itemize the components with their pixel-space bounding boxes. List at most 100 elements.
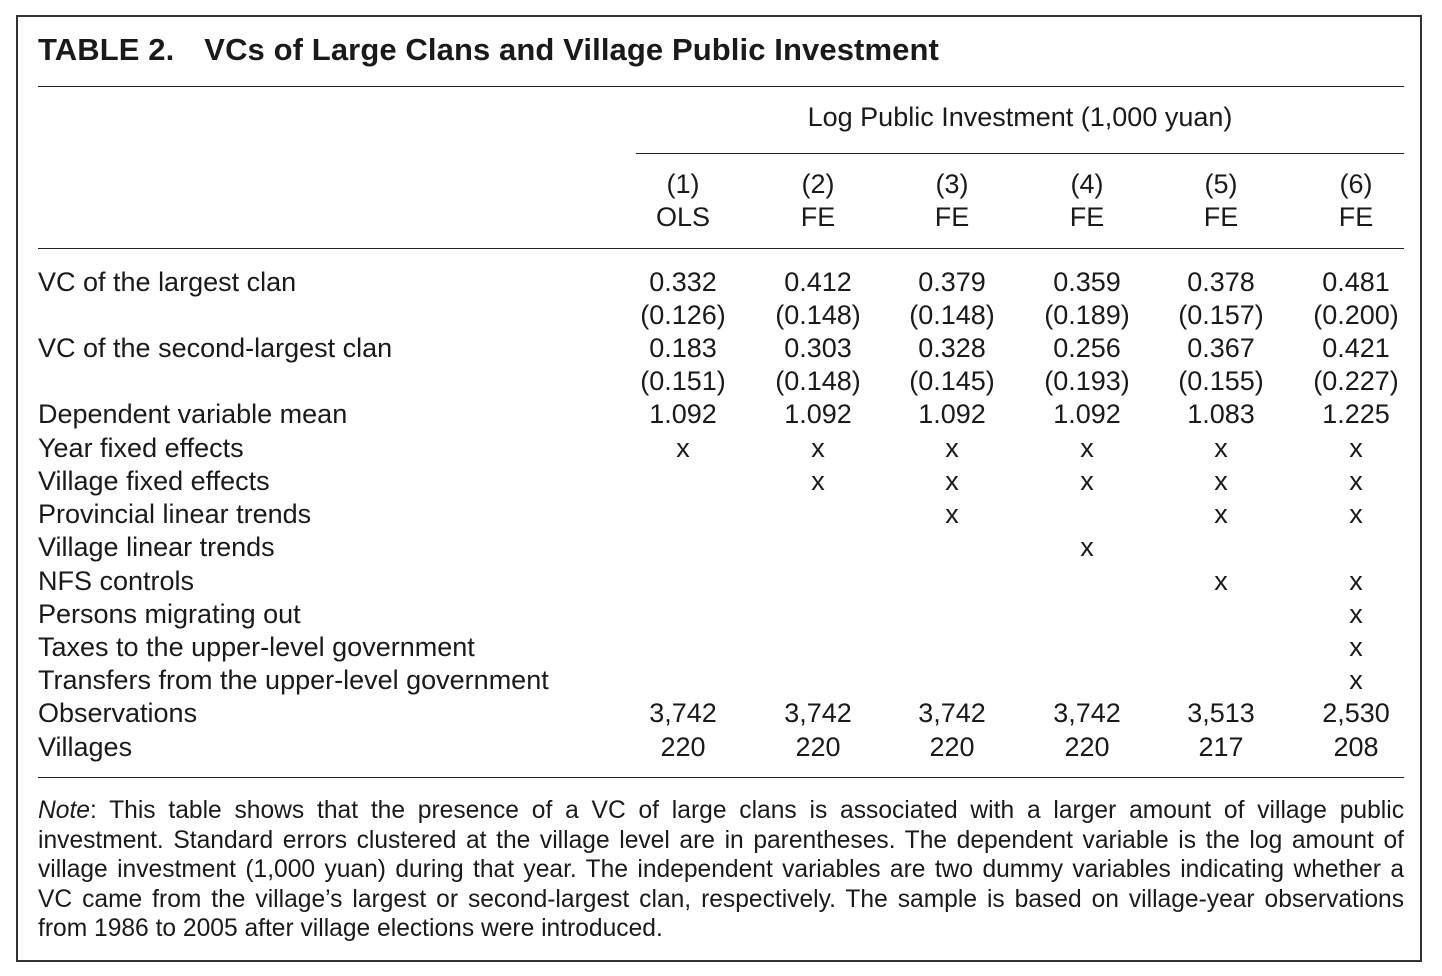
table-cell: 0.256 [1053, 333, 1121, 363]
table-cell: 220 [660, 732, 706, 762]
table-cell: 0.332 [649, 267, 717, 297]
table-cell: x [1080, 532, 1094, 562]
column-number: (3) [935, 169, 969, 199]
column-method: OLS [655, 202, 711, 232]
column-header-4: (4) FE [1020, 168, 1154, 234]
row-label: NFS controls [38, 566, 195, 596]
spanner-rule [636, 153, 1404, 154]
column-method: FE [934, 202, 970, 232]
table-cell: (0.148) [909, 300, 995, 330]
column-number: (6) [1339, 169, 1373, 199]
table-cell: x [1349, 566, 1363, 596]
table-frame [16, 15, 1422, 962]
column-number: (1) [666, 169, 700, 199]
column-number: (4) [1070, 169, 1104, 199]
table-cell: x [1214, 566, 1228, 596]
table-cell: 220 [1064, 732, 1110, 762]
table-cell: x [1349, 665, 1363, 695]
table-cell: (0.227) [1313, 366, 1399, 396]
table-cell: x [1214, 499, 1228, 529]
table-cell: x [945, 466, 959, 496]
table-note: Note: This table shows that the presence… [38, 796, 1404, 944]
table-cell: 220 [929, 732, 975, 762]
row-label: Dependent variable mean [38, 399, 348, 429]
table-cell: 0.328 [918, 333, 986, 363]
table-cell: 0.378 [1187, 267, 1255, 297]
table-cell: (0.145) [909, 366, 995, 396]
table-cell: 208 [1333, 732, 1379, 762]
table-cell: (0.126) [640, 300, 726, 330]
table-cell: x [1080, 466, 1094, 496]
bottom-rule [38, 777, 1404, 778]
table-cell: 0.421 [1322, 333, 1390, 363]
row-label: Village fixed effects [38, 466, 270, 496]
table-title: TABLE 2. VCs of Large Clans and Village P… [38, 32, 939, 68]
table-cell: 2,530 [1322, 698, 1390, 728]
header-rule [38, 248, 1404, 249]
table-title-text: VCs of Large Clans and Village Public In… [204, 32, 939, 67]
column-header-6: (6) FE [1289, 168, 1423, 234]
table-cell: (0.148) [775, 300, 861, 330]
table-cell: (0.155) [1178, 366, 1264, 396]
table-number: TABLE 2. [38, 32, 175, 67]
table-cell: 1.092 [784, 399, 852, 429]
table-cell: 0.303 [784, 333, 852, 363]
table-cell: 1.092 [1053, 399, 1121, 429]
table-cell: x [1349, 599, 1363, 629]
column-method: FE [800, 202, 836, 232]
note-text: : This table shows that the presence of … [38, 797, 1404, 943]
column-header-2: (2) FE [751, 168, 885, 234]
table-cell: 0.359 [1053, 267, 1121, 297]
table-cell: 0.379 [918, 267, 986, 297]
table-cell: 1.083 [1187, 399, 1255, 429]
table-cell: x [1349, 499, 1363, 529]
dependent-variable-header: Log Public Investment (1,000 yuan) [807, 102, 1233, 132]
column-method: FE [1069, 202, 1105, 232]
row-label: Persons migrating out [38, 599, 301, 629]
table-cell: 0.481 [1322, 267, 1390, 297]
table-cell: x [1349, 433, 1363, 463]
row-label: Observations [38, 698, 198, 728]
column-number: (5) [1204, 169, 1238, 199]
table-cell: 1.225 [1322, 399, 1390, 429]
table-cell: 3,513 [1187, 698, 1255, 728]
table-cell: x [811, 466, 825, 496]
row-label: Year fixed effects [38, 433, 244, 463]
table-cell: x [1349, 466, 1363, 496]
table-cell: x [1214, 433, 1228, 463]
column-header-3: (3) FE [885, 168, 1019, 234]
column-header-5: (5) FE [1154, 168, 1288, 234]
table-cell: 3,742 [649, 698, 717, 728]
table-cell: 220 [795, 732, 841, 762]
table-cell: 0.183 [649, 333, 717, 363]
row-label: Provincial linear trends [38, 499, 312, 529]
table-cell: 3,742 [1053, 698, 1121, 728]
table-cell: x [945, 499, 959, 529]
table-cell: (0.148) [775, 366, 861, 396]
table-cell: 1.092 [649, 399, 717, 429]
table-cell: x [1349, 632, 1363, 662]
table-cell: 217 [1198, 732, 1244, 762]
table-cell: (0.200) [1313, 300, 1399, 330]
table-cell: (0.193) [1044, 366, 1130, 396]
table-cell: (0.189) [1044, 300, 1130, 330]
table-cell: x [945, 433, 959, 463]
row-label: VC of the largest clan [38, 267, 297, 297]
table-cell: x [676, 433, 690, 463]
column-method: FE [1203, 202, 1239, 232]
row-label: Taxes to the upper-level government [38, 632, 475, 662]
table-cell: 1.092 [918, 399, 986, 429]
row-label: VC of the second-largest clan [38, 333, 393, 363]
table-cell: x [1080, 433, 1094, 463]
table-cell: 3,742 [784, 698, 852, 728]
table-cell: x [1214, 466, 1228, 496]
top-rule [38, 86, 1404, 87]
table-cell: 0.412 [784, 267, 852, 297]
table-cell: (0.151) [640, 366, 726, 396]
table-cell: 0.367 [1187, 333, 1255, 363]
row-label: Transfers from the upper-level governmen… [38, 665, 549, 695]
row-label: Village linear trends [38, 532, 275, 562]
column-header-1: (1) OLS [616, 168, 750, 234]
note-label: Note [38, 797, 90, 824]
table-cell: x [811, 433, 825, 463]
